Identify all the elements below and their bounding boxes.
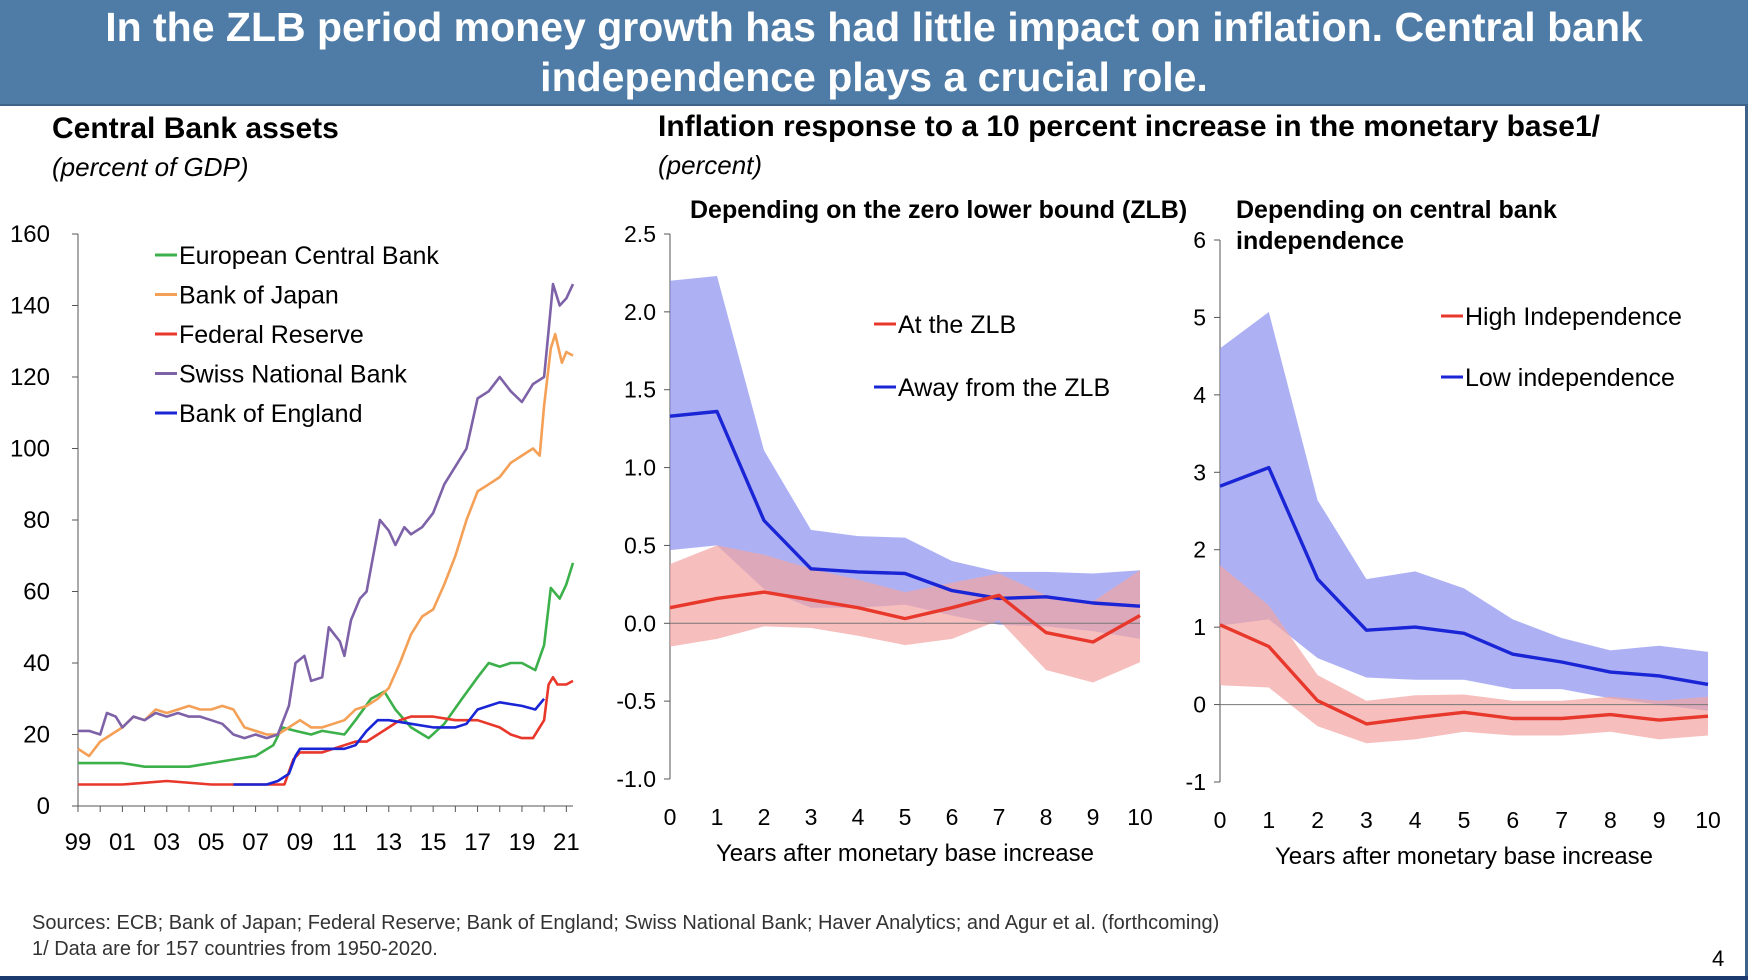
y-tick-label: 100	[10, 436, 50, 463]
x-tick-label: 8	[1040, 804, 1053, 830]
x-tick-label: 13	[375, 829, 402, 856]
left-panel-title: Central Bank assets	[52, 112, 339, 145]
x-tick-label: 1	[711, 804, 724, 830]
slide-title: In the ZLB period money growth has had l…	[105, 4, 1643, 100]
y-tick-label: 2	[1193, 537, 1206, 563]
y-tick-label: 0.5	[624, 532, 656, 558]
x-tick-label: 1	[1262, 807, 1275, 833]
sources-footnote: Sources: ECB; Bank of Japan; Federal Res…	[32, 912, 1220, 934]
x-tick-label: 4	[852, 804, 865, 830]
x-tick-label: 5	[899, 804, 912, 830]
x-tick-label: 3	[1360, 807, 1373, 833]
zlb-panel-title: Depending on the zero lower bound (ZLB)	[690, 196, 1187, 224]
y-tick-label: 1.0	[624, 455, 656, 481]
y-tick-label: 140	[10, 293, 50, 320]
x-tick-label: 03	[153, 829, 180, 856]
x-tick-label: 21	[553, 829, 580, 856]
x-tick-label: 2	[758, 804, 771, 830]
y-tick-label: 0.0	[624, 610, 656, 636]
x-tick-label: 10	[1695, 807, 1721, 833]
legend-label: At the ZLB	[898, 311, 1016, 339]
confidence-band-at-the-zlb	[670, 545, 1140, 683]
y-tick-label: 4	[1193, 382, 1206, 408]
y-tick-label: 20	[23, 722, 50, 749]
y-tick-label: 5	[1193, 304, 1206, 330]
x-tick-label: 5	[1458, 807, 1471, 833]
legend-label: Low independence	[1465, 364, 1675, 392]
series-line-away-from-the-zlb	[669, 409, 1141, 608]
x-axis-label: Years after monetary base increase	[1275, 843, 1653, 870]
x-tick-label: 7	[1555, 807, 1568, 833]
series-line-bank-of-japan	[77, 332, 574, 758]
right-panel-title: Inflation response to a 10 percent incre…	[658, 110, 1600, 143]
series-line-european-central-bank	[78, 562, 575, 768]
series-line-federal-reserve	[78, 676, 574, 786]
confidence-band-away-from-the-zlb	[670, 276, 1140, 639]
legend-label: High Independence	[1465, 303, 1682, 331]
legend-label: Bank of Japan	[179, 282, 339, 310]
confidence-band-high-independence	[1220, 565, 1708, 744]
y-tick-label: -1.0	[616, 766, 656, 792]
x-tick-label: 8	[1604, 807, 1617, 833]
legend-label: Away from the ZLB	[898, 374, 1110, 402]
x-tick-label: 10	[1127, 804, 1153, 830]
x-tick-label: 3	[805, 804, 818, 830]
x-tick-label: 19	[509, 829, 536, 856]
x-tick-label: 0	[664, 804, 677, 830]
x-tick-label: 9	[1653, 807, 1666, 833]
confidence-band-low-independence	[1220, 312, 1708, 711]
x-tick-label: 09	[287, 829, 314, 856]
x-axis-label: Years after monetary base increase	[716, 840, 1094, 867]
left-panel-subtitle: (percent of GDP)	[52, 152, 249, 182]
title-banner: In the ZLB period money growth has had l…	[0, 0, 1748, 106]
x-tick-label: 11	[332, 829, 357, 856]
x-tick-label: 15	[420, 829, 447, 856]
right-panel-subtitle: (percent)	[658, 150, 763, 180]
x-tick-label: 7	[993, 804, 1006, 830]
independence-panel-title: Depending on central bank independence	[1236, 196, 1557, 255]
legend-label: European Central Bank	[179, 242, 439, 270]
y-tick-label: 80	[23, 507, 50, 534]
x-tick-label: 6	[946, 804, 959, 830]
legend-label: Bank of England	[179, 400, 362, 428]
series-line-swiss-national-bank	[78, 282, 575, 740]
series-line-high-independence	[1219, 623, 1709, 726]
x-tick-label: 4	[1409, 807, 1422, 833]
y-tick-label: -0.5	[616, 688, 656, 714]
y-tick-label: 1.5	[624, 377, 656, 403]
y-tick-label: 3	[1193, 459, 1206, 485]
x-tick-label: 17	[464, 829, 491, 856]
y-tick-label: 1	[1193, 614, 1206, 640]
data-note-footnote: 1/ Data are for 157 countries from 1950-…	[32, 938, 438, 960]
x-tick-label: 05	[198, 829, 225, 856]
right-edge-rule	[1745, 104, 1748, 980]
y-tick-label: 6	[1193, 227, 1206, 253]
x-tick-label: 07	[242, 829, 269, 856]
y-tick-label: 160	[10, 221, 50, 248]
y-tick-label: -1	[1186, 769, 1206, 795]
legend-label: Federal Reserve	[179, 321, 364, 349]
series-line-at-the-zlb	[669, 590, 1141, 644]
y-tick-label: 2.5	[624, 221, 656, 247]
y-tick-label: 0	[37, 793, 50, 820]
y-tick-label: 60	[23, 579, 50, 606]
x-tick-label: 01	[109, 829, 136, 856]
x-tick-label: 2	[1311, 807, 1324, 833]
x-tick-label: 9	[1087, 804, 1100, 830]
y-tick-label: 2.0	[624, 299, 656, 325]
y-tick-label: 40	[23, 650, 50, 677]
x-tick-label: 6	[1506, 807, 1519, 833]
y-tick-label: 120	[10, 364, 50, 391]
page-number: 4	[1712, 946, 1725, 971]
x-tick-label: 0	[1214, 807, 1227, 833]
series-line-bank-of-england	[233, 697, 546, 786]
bottom-rule	[0, 976, 1748, 980]
series-line-low-independence	[1219, 465, 1709, 687]
x-tick-label: 99	[65, 829, 92, 856]
y-tick-label: 0	[1193, 692, 1206, 718]
legend-label: Swiss National Bank	[179, 361, 407, 389]
